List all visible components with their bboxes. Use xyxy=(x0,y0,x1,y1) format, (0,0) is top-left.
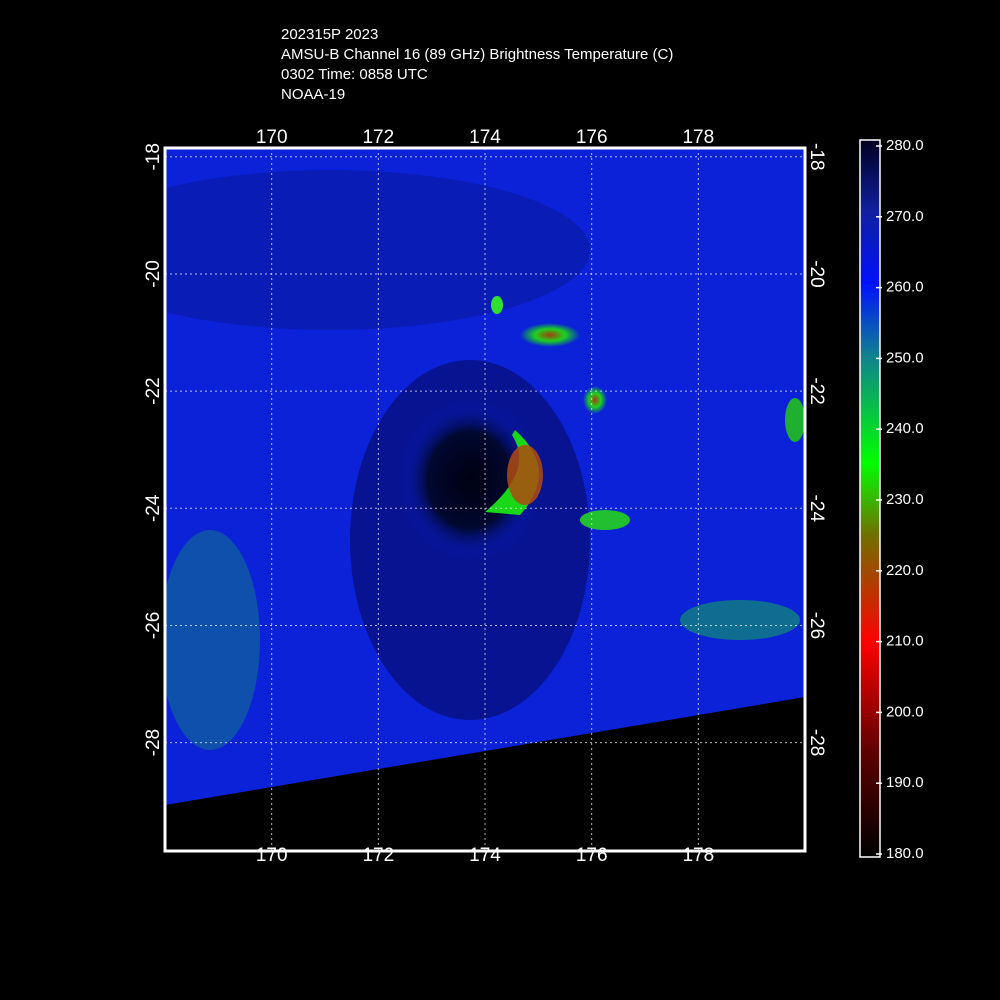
x-tick-label: 176 xyxy=(576,127,608,148)
x-tick-label: 174 xyxy=(469,845,501,866)
colorbar-label: 180.0 xyxy=(886,845,924,862)
colorbar-label: 250.0 xyxy=(886,349,924,366)
x-tick-label: 176 xyxy=(576,845,608,866)
imagery xyxy=(165,148,805,805)
y-tick-label: -26 xyxy=(806,612,827,639)
y-tick-label: -20 xyxy=(806,260,827,287)
colorbar-label: 270.0 xyxy=(886,208,924,225)
y-tick-label: -18 xyxy=(143,143,164,170)
y-tick-label: -28 xyxy=(143,729,164,756)
x-tick-label: 178 xyxy=(682,127,714,148)
header-line: 0302 Time: 0858 UTC xyxy=(281,66,428,83)
x-tick-label: 172 xyxy=(362,845,394,866)
colorbar-label: 220.0 xyxy=(886,562,924,579)
y-tick-label: -22 xyxy=(143,377,164,404)
header-line: NOAA-19 xyxy=(281,86,345,103)
colorbar-label: 260.0 xyxy=(886,279,924,296)
y-tick-label: -18 xyxy=(806,143,827,170)
x-tick-label: 170 xyxy=(256,127,288,148)
x-tick-label: 174 xyxy=(469,127,501,148)
y-tick-label: -24 xyxy=(806,495,827,523)
y-tick-label: -22 xyxy=(806,377,827,404)
y-tick-label: -26 xyxy=(143,612,164,639)
x-tick-label: 172 xyxy=(362,127,394,148)
colorbar-label: 230.0 xyxy=(886,491,924,508)
x-tick-label: 178 xyxy=(682,845,714,866)
colorbar xyxy=(859,139,881,858)
colorbar-label: 210.0 xyxy=(886,633,924,650)
colorbar-label: 280.0 xyxy=(886,137,924,154)
x-tick-label: 170 xyxy=(256,845,288,866)
header-line: AMSU-B Channel 16 (89 GHz) Brightness Te… xyxy=(281,46,673,63)
header-line: 202315P 2023 xyxy=(281,26,378,43)
y-tick-label: -28 xyxy=(806,729,827,756)
y-tick-label: -24 xyxy=(143,494,164,522)
colorbar-label: 200.0 xyxy=(886,703,924,720)
colorbar-label: 190.0 xyxy=(886,774,924,791)
colorbar-label: 240.0 xyxy=(886,420,924,437)
y-tick-label: -20 xyxy=(143,260,164,287)
